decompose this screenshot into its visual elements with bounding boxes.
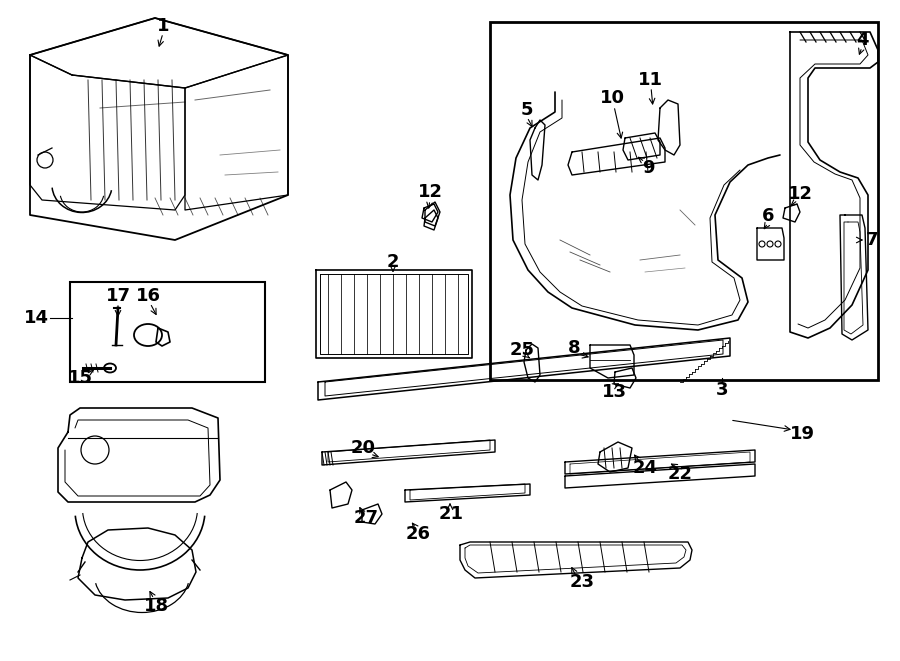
Text: 3: 3: [716, 381, 728, 399]
Text: 12: 12: [418, 183, 443, 201]
Text: 26: 26: [406, 525, 430, 543]
Text: 9: 9: [642, 159, 654, 177]
Text: 24: 24: [633, 459, 658, 477]
Text: 1: 1: [157, 17, 169, 35]
Text: 2: 2: [387, 253, 400, 271]
Text: 14: 14: [23, 309, 49, 327]
Text: 12: 12: [788, 185, 813, 203]
Text: 4: 4: [856, 31, 868, 49]
Text: 19: 19: [789, 425, 814, 443]
Text: 8: 8: [568, 339, 580, 357]
Bar: [490, 22, 878, 380]
Text: 22: 22: [668, 465, 692, 483]
Text: 25: 25: [509, 341, 535, 359]
Text: 20: 20: [350, 439, 375, 457]
Text: 27: 27: [354, 509, 379, 527]
Bar: [70, 282, 265, 382]
Text: 15: 15: [68, 369, 93, 387]
Text: 10: 10: [599, 89, 625, 107]
Text: 5: 5: [521, 101, 533, 119]
Text: 6: 6: [761, 207, 774, 225]
Text: 13: 13: [601, 383, 626, 401]
Text: 18: 18: [143, 597, 168, 615]
Text: 16: 16: [136, 287, 160, 305]
Text: 21: 21: [438, 505, 464, 523]
Text: 11: 11: [637, 71, 662, 89]
Text: 23: 23: [570, 573, 595, 591]
Text: 17: 17: [105, 287, 130, 305]
Text: 7: 7: [866, 231, 878, 249]
